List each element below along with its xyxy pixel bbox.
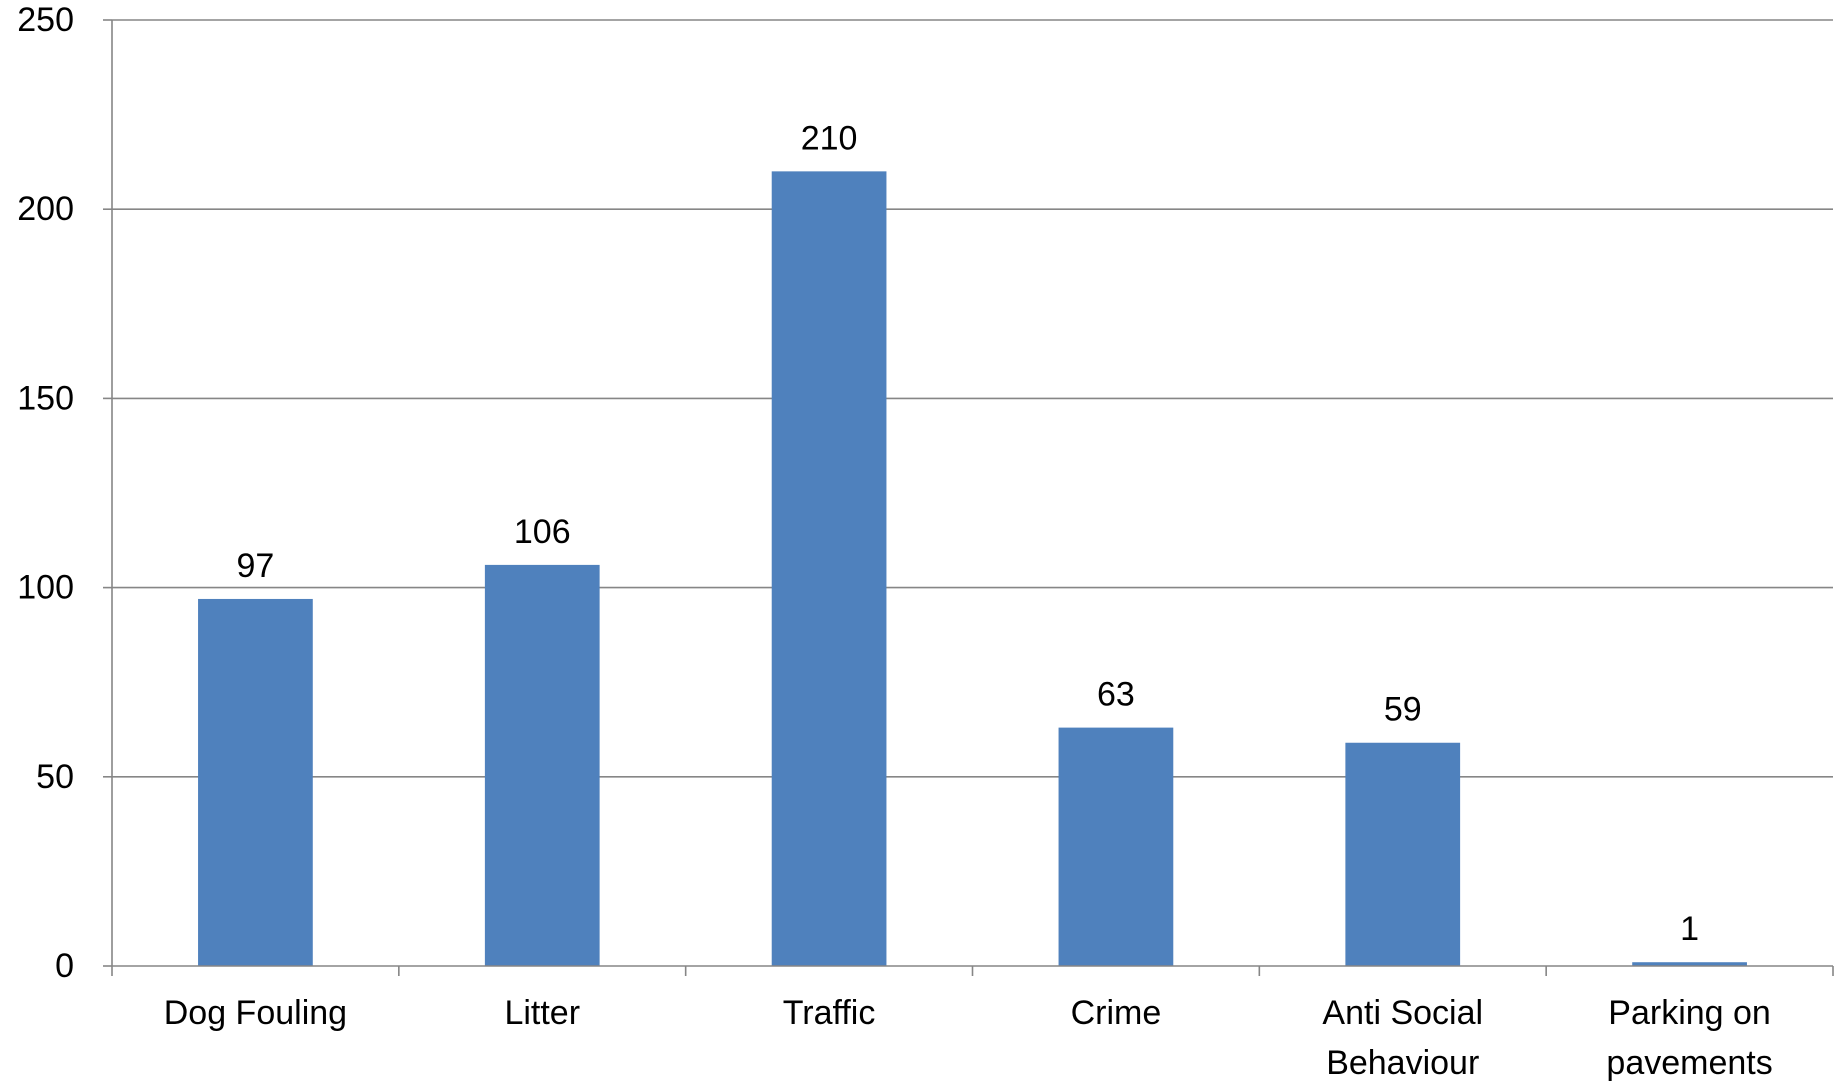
bars [198,171,1747,967]
y-tick-label: 100 [17,569,74,607]
bar-dog-fouling [198,598,313,966]
bar-litter [484,564,600,966]
bar-anti-social-behaviour [1345,742,1461,966]
axes [103,19,1834,976]
x-category-label: Parking on [1608,994,1771,1032]
x-category-label: Traffic [783,994,876,1032]
bar-crime [1058,727,1174,966]
gridlines [112,19,1833,778]
y-tick-label: 50 [36,758,74,796]
data-label: 59 [1384,691,1422,729]
data-label: 210 [801,119,858,157]
y-tick-label: 200 [17,190,74,228]
data-label: 97 [237,547,275,585]
data-label: 106 [514,513,571,551]
x-category-label: Crime [1071,994,1162,1032]
x-category-label: Anti Social [1322,994,1483,1032]
x-category-label: Behaviour [1326,1044,1479,1081]
x-category-label: Dog Fouling [164,994,347,1032]
bar-parking-on-pavements [1632,962,1747,966]
data-label: 1 [1680,910,1699,948]
y-tick-label: 0 [55,947,74,985]
labels: 0 50 100 150 200 250 97 Dog Fouling 106 Litter 210… [17,1,1772,1081]
data-label: 63 [1097,676,1135,714]
x-category-label: pavements [1606,1044,1772,1081]
y-tick-label: 150 [17,379,74,417]
x-category-label: Litter [504,994,580,1032]
y-tick-label: 250 [17,1,74,39]
bar-traffic [771,171,887,967]
